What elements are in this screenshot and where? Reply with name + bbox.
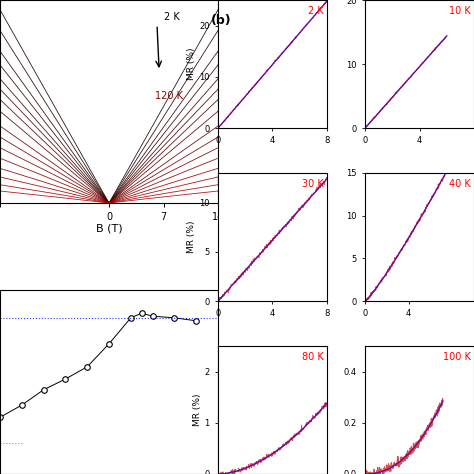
Y-axis label: MR (%): MR (%): [192, 394, 201, 426]
Text: 2 K: 2 K: [308, 7, 324, 17]
Text: 10 K: 10 K: [449, 7, 471, 17]
Text: 2 K: 2 K: [164, 12, 179, 22]
Text: 80 K: 80 K: [302, 352, 324, 362]
Text: 40 K: 40 K: [449, 179, 471, 189]
Text: (b): (b): [211, 14, 232, 27]
Text: 120 K: 120 K: [155, 91, 183, 101]
Y-axis label: MR (%): MR (%): [187, 48, 196, 80]
Text: 30 K: 30 K: [302, 179, 324, 189]
X-axis label: B (T): B (T): [96, 224, 122, 234]
Text: 100 K: 100 K: [443, 352, 471, 362]
Y-axis label: MR (%): MR (%): [187, 221, 196, 253]
